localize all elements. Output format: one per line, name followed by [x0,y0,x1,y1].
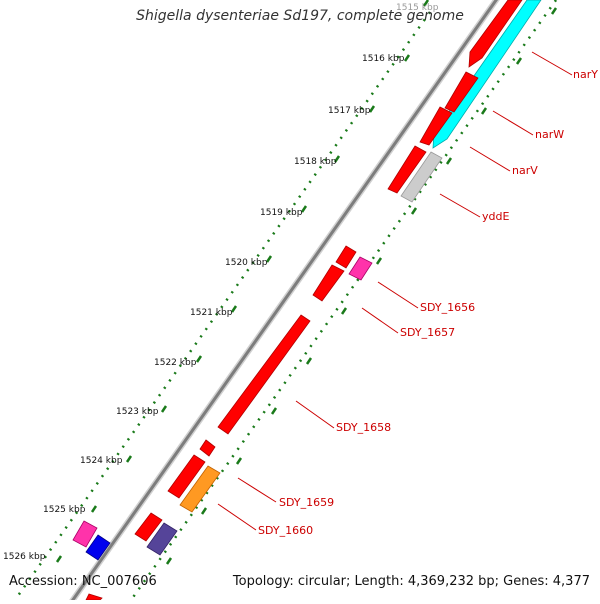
ruler-tick [333,155,341,163]
ruler-tick-label: 1515 kbp [396,3,439,13]
gene-feature-red[interactable] [167,454,206,499]
ruler-tick [160,405,168,413]
gene-feature-magenta-lower[interactable] [72,520,98,548]
genome-summary-text: Topology: circular; Length: 4,369,232 bp… [232,574,590,589]
ruler-ticks: 1515 kbp 1516 kbp 1517 kbp 1518 kbp 1519… [3,0,439,563]
ruler-tick [55,555,63,563]
gene-label-narV[interactable]: narV [512,164,538,177]
ruler-tick-label: 1522 kbp [154,358,197,368]
gene-label-narY[interactable]: narY [573,68,598,81]
ruler-tick-label: 1521 kbp [190,308,233,318]
genome-backbone [67,0,500,604]
inner-dotted-line [126,0,558,604]
gene-feature-SDY-1660[interactable] [179,465,221,513]
ruler-tick-label: 1518 kbp [294,157,337,167]
ruler-tick-label: 1519 kbp [260,208,303,218]
ruler-tick-label: 1523 kbp [116,407,159,417]
gene-feature-SDY-1657[interactable] [312,264,345,302]
ruler-tick [422,0,430,7]
accession-text: Accession: NC_007606 [9,574,157,589]
gene-feature-blue[interactable] [85,534,111,561]
gene-feature-SDY-1658[interactable] [217,314,311,435]
gene-feature-narV[interactable] [419,106,453,146]
gene-feature-gray[interactable] [400,151,443,203]
ruler-tick [90,505,98,513]
ruler-tick-label: 1517 kbp [328,106,371,116]
ruler-tick-label: 1524 kbp [80,456,123,466]
ruler-tick-label: 1525 kbp [43,505,86,515]
gene-label-SDY_1656[interactable]: SDY_1656 [420,301,475,314]
gene-feature-cyan[interactable] [432,0,542,149]
gene-feature-magenta[interactable] [348,256,373,281]
ruler-tick [300,205,308,213]
gene-feature-SDY-1656[interactable] [335,245,357,269]
gene-feature-red-lower[interactable] [134,512,163,542]
ruler-tick-label: 1516 kbp [362,54,405,64]
gene-feature-narY[interactable] [468,0,523,68]
ruler-tick-label: 1526 kbp [3,552,46,562]
ruler-tick [125,455,133,463]
gene-label-yddE[interactable]: yddE [482,210,509,223]
gene-feature-narW[interactable] [444,71,479,113]
ruler-tick [265,255,273,263]
ruler-tick [368,105,376,113]
gene-label-SDY_1658[interactable]: SDY_1658 [336,421,391,434]
ruler-tick-label: 1520 kbp [225,258,268,268]
gene-label-narW[interactable]: narW [535,128,564,141]
ruler-tick [195,355,203,363]
gene-label-SDY_1659[interactable]: SDY_1659 [279,496,334,509]
inner-track-ticks [165,7,558,565]
map-title: Shigella dysenteriae Sd197, complete gen… [136,8,464,24]
ruler-tick [230,305,238,313]
gene-feature-SDY-1659[interactable] [199,439,216,457]
ruler-tick [403,54,411,62]
gene-features [72,0,542,601]
label-leader-lines [217,51,573,531]
gene-labels: narY narW narV yddE SDY_1656 SDY_1657 SD… [258,68,598,537]
gene-label-SDY_1660[interactable]: SDY_1660 [258,524,313,537]
gene-feature-red-bottom[interactable] [85,593,103,601]
gene-label-SDY_1657[interactable]: SDY_1657 [400,326,455,339]
gene-feature-purple[interactable] [146,522,178,556]
gene-feature-yddE[interactable] [387,145,427,194]
